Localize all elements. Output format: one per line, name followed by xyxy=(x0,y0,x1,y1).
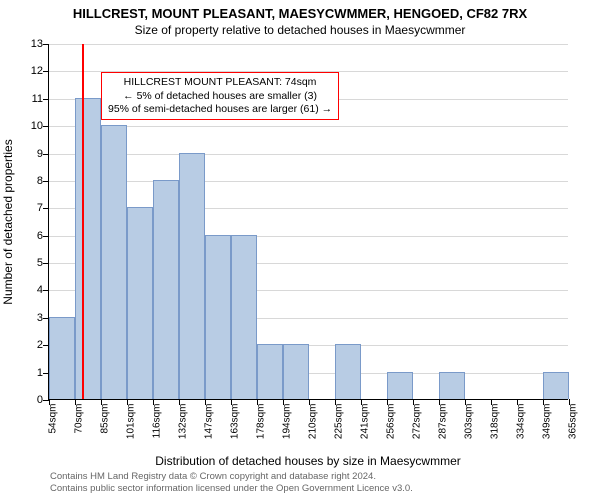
histogram-bar xyxy=(543,372,569,399)
histogram-bar xyxy=(283,344,309,399)
x-tick-label: 272sqm xyxy=(412,404,423,440)
histogram-bar xyxy=(101,125,127,399)
histogram-bar xyxy=(49,317,75,399)
y-tick-label: 4 xyxy=(17,284,43,296)
annotation-line: ← 5% of detached houses are smaller (3) xyxy=(108,90,332,103)
x-tick-label: 85sqm xyxy=(100,404,111,434)
x-tick-label: 178sqm xyxy=(256,404,267,440)
y-tick xyxy=(43,263,49,264)
chart-subtitle: Size of property relative to detached ho… xyxy=(0,21,600,41)
histogram-bar xyxy=(257,344,283,399)
y-tick-label: 2 xyxy=(17,339,43,351)
histogram-bar xyxy=(153,180,179,399)
y-tick-label: 9 xyxy=(17,148,43,160)
x-tick-label: 70sqm xyxy=(74,404,85,434)
x-tick-label: 210sqm xyxy=(308,404,319,440)
y-tick xyxy=(43,99,49,100)
y-tick xyxy=(43,71,49,72)
y-tick xyxy=(43,208,49,209)
annotation-line: HILLCREST MOUNT PLEASANT: 74sqm xyxy=(108,76,332,89)
x-tick-label: 365sqm xyxy=(568,404,579,440)
y-tick-label: 0 xyxy=(17,394,43,406)
histogram-bar xyxy=(75,98,101,399)
x-tick-label: 303sqm xyxy=(464,404,475,440)
x-tick-label: 349sqm xyxy=(542,404,553,440)
footnote: Contains HM Land Registry data © Crown c… xyxy=(50,471,413,494)
x-tick-label: 132sqm xyxy=(178,404,189,440)
x-tick-label: 147sqm xyxy=(204,404,215,440)
y-tick-label: 11 xyxy=(17,93,43,105)
histogram-bar xyxy=(335,344,361,399)
y-tick xyxy=(43,154,49,155)
y-tick-label: 3 xyxy=(17,312,43,324)
y-tick xyxy=(43,236,49,237)
x-tick-label: 194sqm xyxy=(282,404,293,440)
y-tick xyxy=(43,126,49,127)
x-tick-label: 334sqm xyxy=(516,404,527,440)
x-tick-label: 225sqm xyxy=(334,404,345,440)
y-tick-label: 5 xyxy=(17,257,43,269)
y-tick xyxy=(43,44,49,45)
histogram-bar xyxy=(127,207,153,399)
x-tick-label: 101sqm xyxy=(126,404,137,440)
x-tick-label: 256sqm xyxy=(386,404,397,440)
y-tick-label: 12 xyxy=(17,65,43,77)
histogram: 01234567891011121354sqm70sqm85sqm101sqm1… xyxy=(48,44,568,400)
x-tick-label: 54sqm xyxy=(48,404,59,434)
annotation-line: 95% of semi-detached houses are larger (… xyxy=(108,103,332,116)
x-tick-label: 241sqm xyxy=(360,404,371,440)
footnote-line-2: Contains public sector information licen… xyxy=(50,483,413,494)
chart-title: HILLCREST, MOUNT PLEASANT, MAESYCWMMER, … xyxy=(0,0,600,21)
y-tick-label: 13 xyxy=(17,38,43,50)
histogram-bar xyxy=(231,235,257,399)
y-tick-label: 10 xyxy=(17,120,43,132)
histogram-bar xyxy=(179,153,205,399)
y-tick-label: 7 xyxy=(17,202,43,214)
histogram-bar xyxy=(439,372,465,399)
histogram-bar xyxy=(387,372,413,399)
x-tick-label: 318sqm xyxy=(490,404,501,440)
y-tick-label: 8 xyxy=(17,175,43,187)
x-tick-label: 287sqm xyxy=(438,404,449,440)
plot-area: Number of detached properties 0123456789… xyxy=(48,44,568,400)
x-tick-label: 163sqm xyxy=(230,404,241,440)
x-tick-label: 116sqm xyxy=(152,404,163,439)
x-axis-label: Distribution of detached houses by size … xyxy=(48,454,568,468)
y-tick-label: 1 xyxy=(17,367,43,379)
y-tick-label: 6 xyxy=(17,230,43,242)
y-tick xyxy=(43,181,49,182)
y-axis-label: Number of detached properties xyxy=(1,139,15,304)
subject-marker-line xyxy=(82,44,84,399)
histogram-bar xyxy=(205,235,231,399)
y-tick xyxy=(43,290,49,291)
footnote-line-1: Contains HM Land Registry data © Crown c… xyxy=(50,471,413,482)
gridline xyxy=(49,44,568,45)
annotation-box: HILLCREST MOUNT PLEASANT: 74sqm← 5% of d… xyxy=(101,72,339,119)
